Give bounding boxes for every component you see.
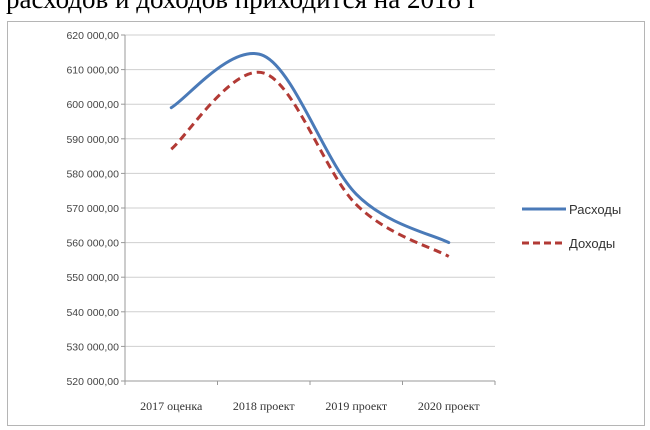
y-tick-label: 520 000,00: [66, 376, 119, 388]
gridlines: [125, 34, 495, 382]
x-tick-label: 2019 проект: [325, 399, 388, 413]
y-tick-label: 620 000,00: [66, 30, 119, 42]
series-lines: [169, 52, 451, 258]
y-tick-label: 540 000,00: [66, 307, 119, 319]
y-tick-label: 600 000,00: [66, 99, 119, 111]
x-tick-label: 2018 проект: [233, 399, 296, 413]
series-line-expenses: [169, 52, 451, 245]
y-tick-label: 550 000,00: [66, 272, 119, 284]
y-tick-label: 530 000,00: [66, 341, 119, 353]
series-line-income: [170, 70, 450, 258]
x-tick-label: 2020 проект: [418, 399, 481, 413]
chart-frame: [7, 21, 645, 426]
y-tick-label: 570 000,00: [66, 203, 119, 215]
x-tick-label: 2017 оценка: [140, 399, 203, 413]
y-tick-label: 590 000,00: [66, 134, 119, 146]
y-tick-label: 610 000,00: [66, 65, 119, 77]
y-axis: 520 000,00 530 000,00 540 000,00 550 000,00…: [66, 30, 126, 388]
document-text-fragment: расходов и доходов приходится на 2018 г: [6, 0, 479, 15]
y-tick-label: 580 000,00: [66, 168, 119, 180]
x-axis: 2017 оценка 2018 проект 2019 проект 2020 пр…: [124, 380, 496, 413]
legend-label: Расходы: [569, 202, 621, 217]
legend-label: Доходы: [569, 236, 615, 251]
y-tick-label: 560 000,00: [66, 238, 119, 250]
legend: Расходы Доходы: [522, 202, 621, 251]
